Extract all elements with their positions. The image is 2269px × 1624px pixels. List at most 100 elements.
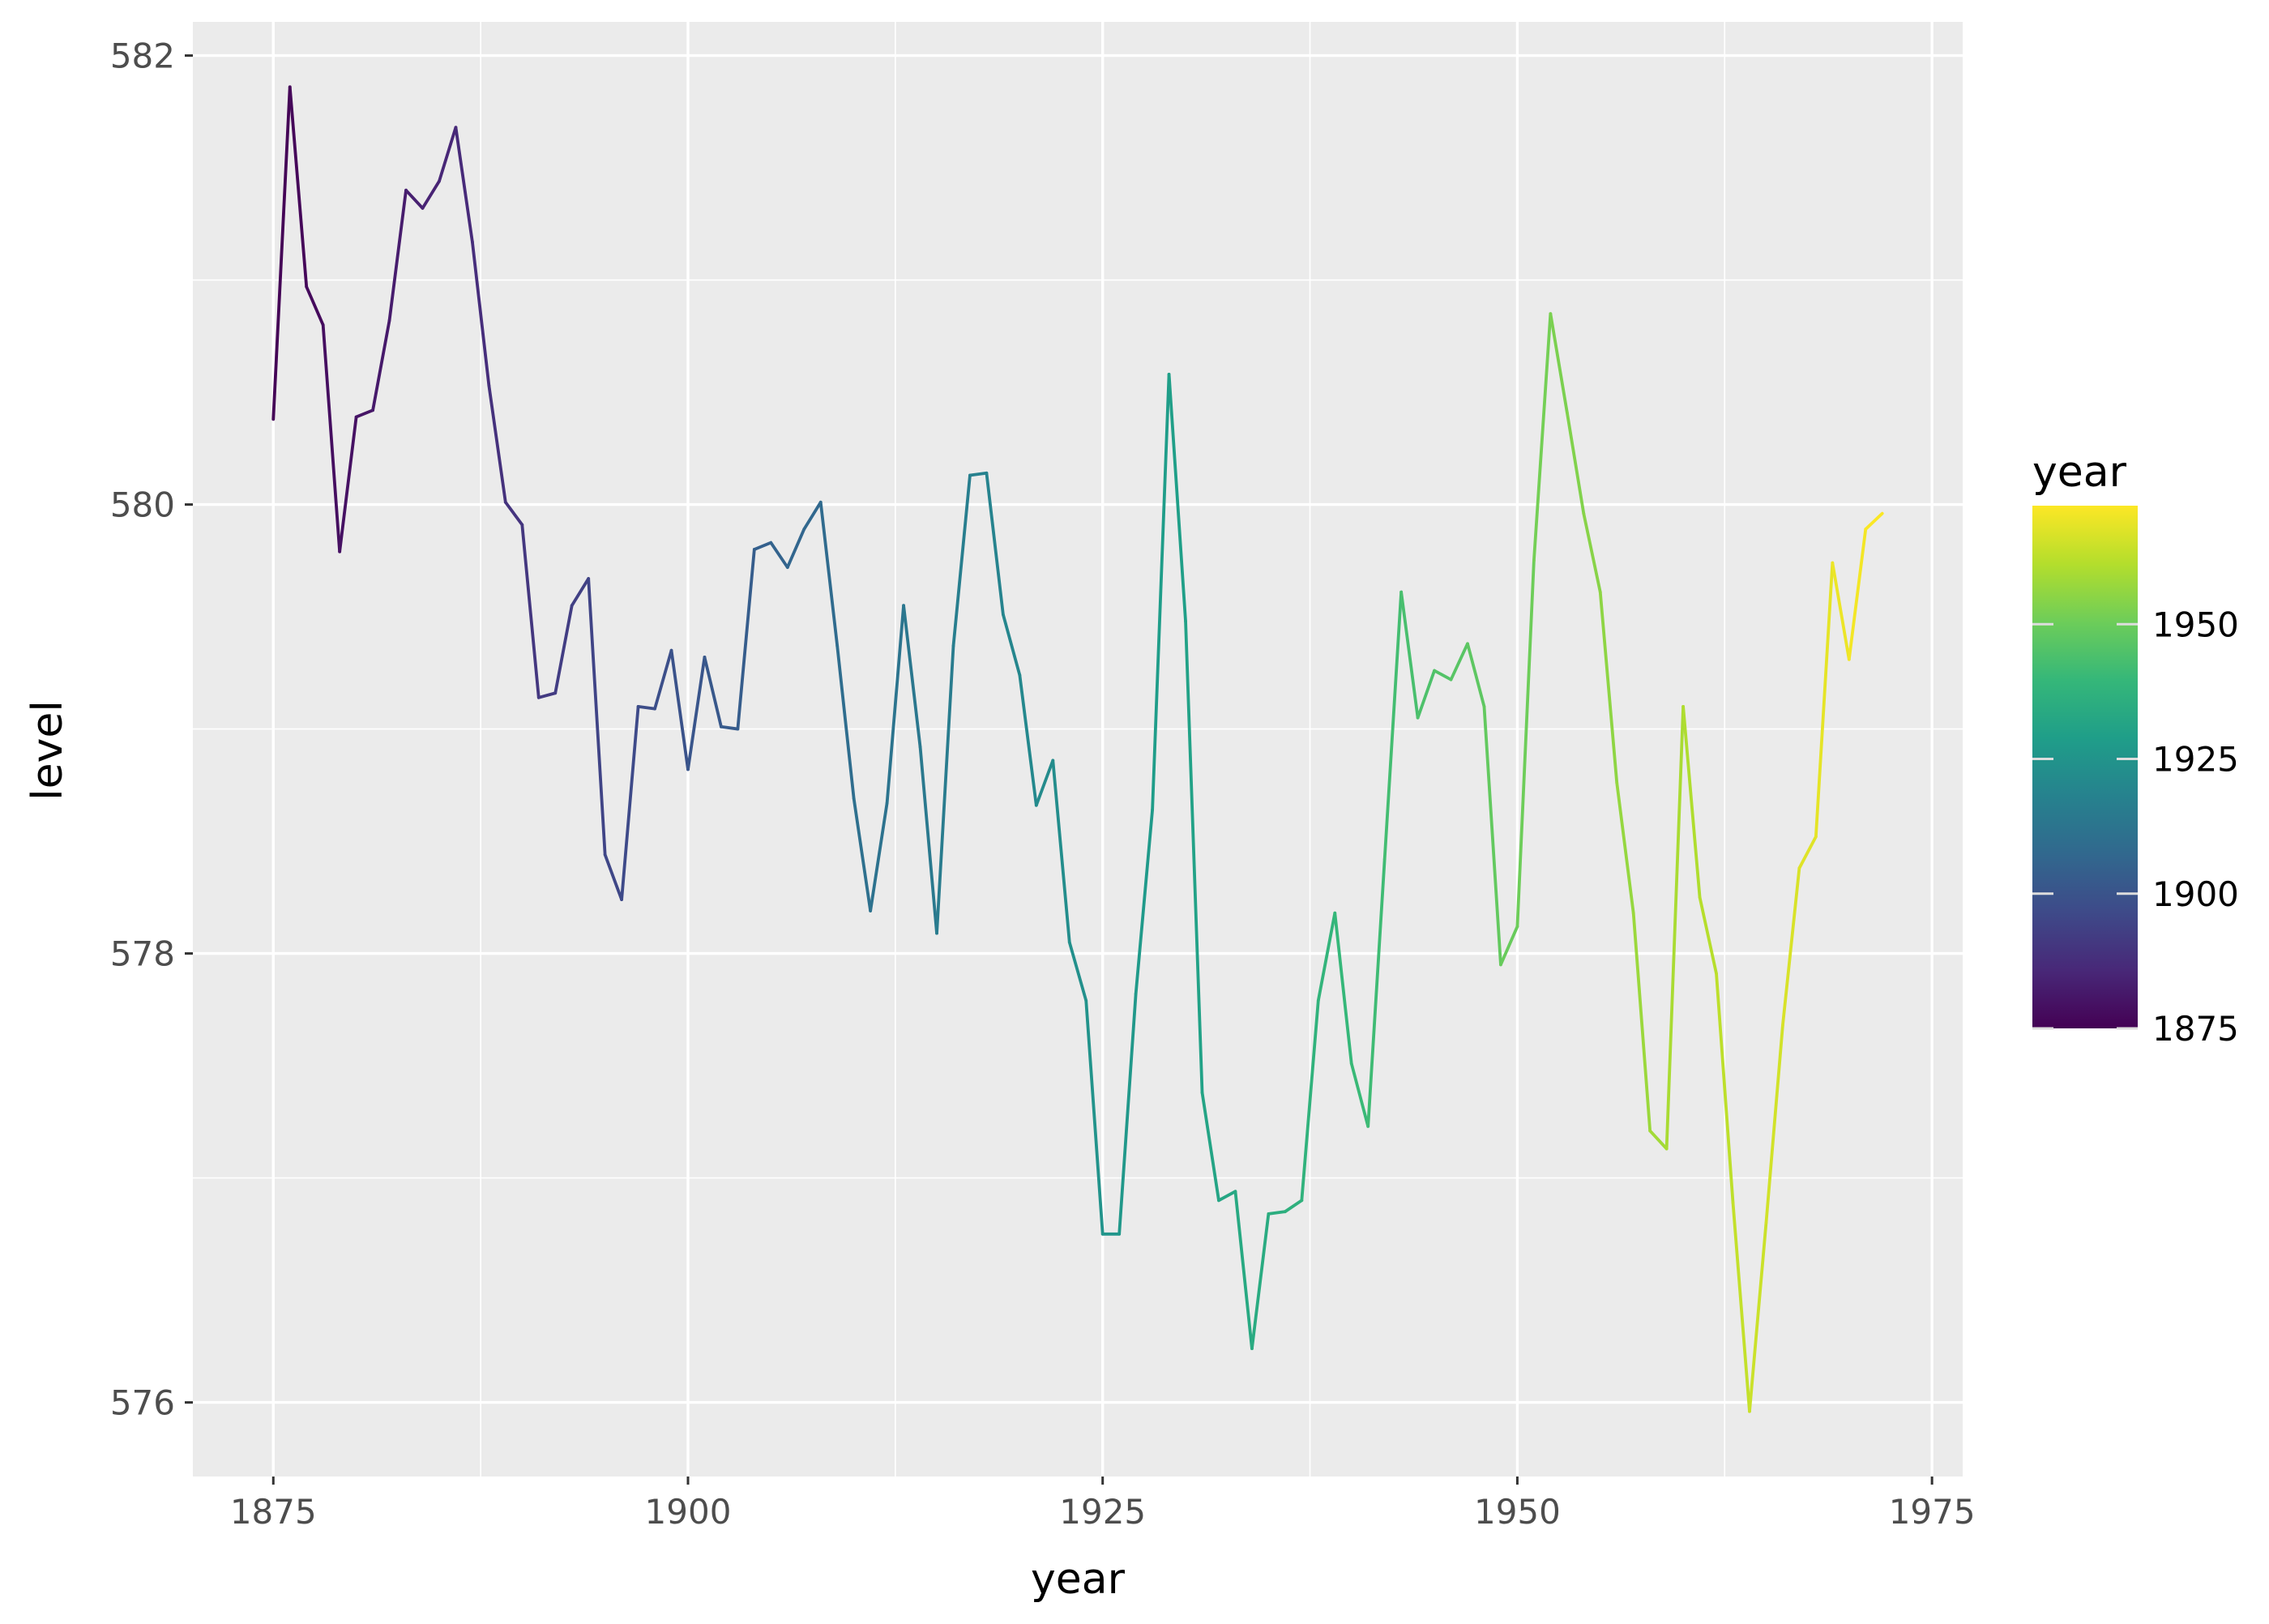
series-segment <box>1864 511 1884 531</box>
series-segment <box>1781 866 1801 1028</box>
x-tick-label: 1925 <box>1059 1492 1146 1532</box>
series-segment <box>1200 1091 1220 1203</box>
series-segment <box>703 656 723 729</box>
series-segment <box>1316 911 1337 1002</box>
series-segment <box>1382 590 1404 861</box>
series-segment <box>1233 1190 1254 1351</box>
x-axis-label: year <box>1031 1555 1126 1604</box>
series-segment <box>869 801 889 912</box>
series-segment <box>752 541 773 551</box>
series-segment <box>835 644 856 801</box>
series-segment <box>338 415 358 553</box>
legend-colorbar <box>2032 506 2138 1028</box>
axis-ticks <box>185 54 1934 1485</box>
series-segment <box>1681 704 1702 900</box>
series-segment <box>902 604 922 749</box>
series-segment <box>1333 911 1353 1066</box>
series-segment <box>1698 895 1718 976</box>
series-segment <box>1300 998 1320 1203</box>
series-segment <box>885 604 905 805</box>
series-segment <box>1598 590 1619 784</box>
series-segment <box>354 408 374 419</box>
series-segment <box>321 323 342 553</box>
series-segment <box>1151 372 1171 812</box>
y-axis-label: level <box>24 700 72 801</box>
series-segment <box>1416 669 1436 720</box>
series-segment <box>1067 940 1088 1002</box>
series-segment <box>1349 1062 1370 1128</box>
series-segment <box>769 541 789 570</box>
series-segment <box>587 577 607 857</box>
series-segment <box>736 548 756 731</box>
x-tick-label: 1875 <box>230 1492 317 1532</box>
series-segment <box>1117 992 1138 1236</box>
series-segment <box>438 126 458 183</box>
series-segment <box>951 473 972 647</box>
y-tick-labels: 576 578 580 582 <box>110 36 175 1423</box>
series-segment <box>1532 312 1553 562</box>
series-segment <box>503 500 524 527</box>
series-segment <box>1797 835 1818 870</box>
series-segment <box>1449 642 1469 682</box>
legend-tick-label: 1925 <box>2152 740 2239 780</box>
plot-panel <box>193 22 1963 1477</box>
series-segment <box>1034 759 1055 807</box>
series-segment <box>454 126 474 244</box>
series-line-group <box>271 85 1884 1413</box>
legend-title: year <box>2032 448 2127 497</box>
series-segment <box>1731 1201 1751 1413</box>
series-segment <box>1549 312 1569 414</box>
series-segment <box>1001 613 1022 677</box>
series-segment <box>371 318 391 412</box>
series-segment <box>1134 808 1155 996</box>
series-segment <box>1267 1210 1287 1216</box>
series-segment <box>1831 561 1851 661</box>
legend-tick-label: 1875 <box>2152 1009 2239 1049</box>
series-segment <box>852 797 873 912</box>
series-segment <box>1167 372 1187 623</box>
series-segment <box>1466 642 1486 708</box>
series-segment <box>1847 528 1868 661</box>
x-tick-label: 1950 <box>1474 1492 1561 1532</box>
series-segment <box>271 85 292 421</box>
series-segment <box>570 577 591 608</box>
series-segment <box>421 179 441 210</box>
series-segment <box>470 240 491 387</box>
series-segment <box>636 704 656 711</box>
series-segment <box>487 383 507 504</box>
series-segment <box>404 188 425 210</box>
series-segment <box>305 284 325 327</box>
series-segment <box>1715 972 1735 1204</box>
series-segment <box>620 704 640 901</box>
series-segment <box>1482 704 1502 967</box>
series-segment <box>553 604 574 695</box>
series-segment <box>1764 1024 1784 1224</box>
series-segment <box>1399 590 1420 720</box>
legend-tick-label: 1900 <box>2152 874 2239 914</box>
series-segment <box>1582 511 1602 594</box>
series-segment <box>1250 1212 1271 1351</box>
x-tick-label: 1975 <box>1889 1492 1976 1532</box>
series-segment <box>288 85 309 288</box>
minor-gridlines <box>193 22 1963 1477</box>
series-segment <box>1515 558 1536 929</box>
series-segment <box>1283 1199 1304 1214</box>
series-segment <box>1051 759 1071 944</box>
series-segment <box>1814 561 1835 839</box>
series-segment <box>387 188 408 323</box>
legend-ticks <box>2032 622 2138 1030</box>
series-segment <box>968 471 989 477</box>
series-segment <box>1748 1221 1768 1413</box>
series-segment <box>1615 781 1635 915</box>
series-segment <box>918 745 938 935</box>
series-segment <box>802 500 823 531</box>
series-segment <box>1664 704 1686 1151</box>
legend-labels: 1875 1900 1925 1950 <box>2152 605 2239 1049</box>
series-segment <box>603 853 624 901</box>
y-tick-label: 576 <box>110 1383 175 1423</box>
y-tick-label: 580 <box>110 485 175 525</box>
x-tick-label: 1900 <box>645 1492 732 1532</box>
series-segment <box>520 523 541 699</box>
